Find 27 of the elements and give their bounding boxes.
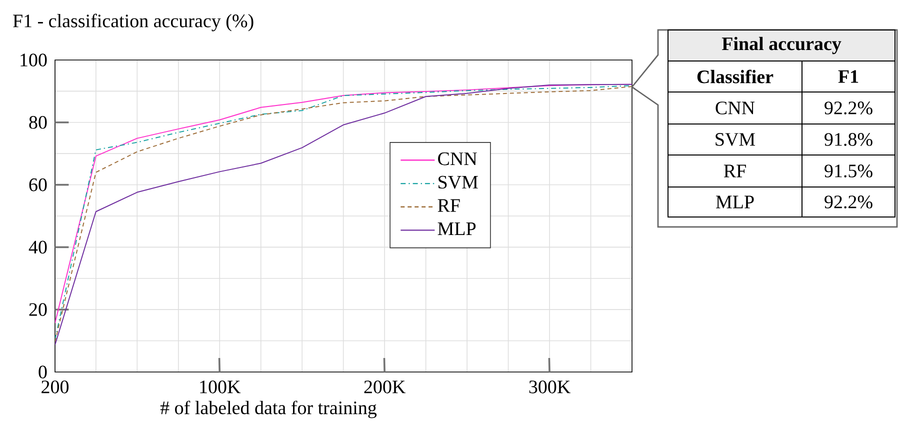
y-tick-label: 100 bbox=[20, 54, 47, 66]
text: CNN bbox=[716, 102, 755, 114]
text: Classifier bbox=[697, 70, 774, 84]
text: RF bbox=[724, 164, 746, 178]
y-tick-label: 20 bbox=[29, 303, 47, 316]
y-tick-label: 60 bbox=[29, 178, 47, 192]
text: MLP bbox=[716, 196, 754, 208]
x-tick-label: 200 bbox=[42, 380, 69, 394]
y-tick-label: 80 bbox=[29, 116, 47, 129]
text: 91.8% bbox=[824, 133, 872, 146]
x-tick-label: 200K bbox=[364, 380, 406, 394]
x-tick-label: 100K bbox=[200, 380, 241, 394]
text: 91.5% bbox=[824, 164, 872, 178]
text: 92.2% bbox=[824, 196, 872, 208]
y-axis-title: F1 - classification accuracy (%) bbox=[13, 14, 254, 32]
x-tick-label: 300K bbox=[529, 380, 570, 394]
text: Final accuracy bbox=[722, 36, 842, 54]
y-tick-label: 40 bbox=[28, 240, 47, 254]
text: 92.2% bbox=[824, 102, 872, 114]
text: SVM bbox=[716, 133, 756, 146]
legend-label: CNN bbox=[438, 152, 477, 166]
x-axis-title: # of labeled data for training bbox=[160, 400, 377, 418]
text: F1 bbox=[838, 70, 858, 83]
legend-label: RF bbox=[438, 199, 460, 212]
legend-label: SVM bbox=[438, 176, 478, 189]
legend-label: MLP bbox=[438, 222, 476, 235]
y-tick-label: 0 bbox=[38, 366, 47, 378]
